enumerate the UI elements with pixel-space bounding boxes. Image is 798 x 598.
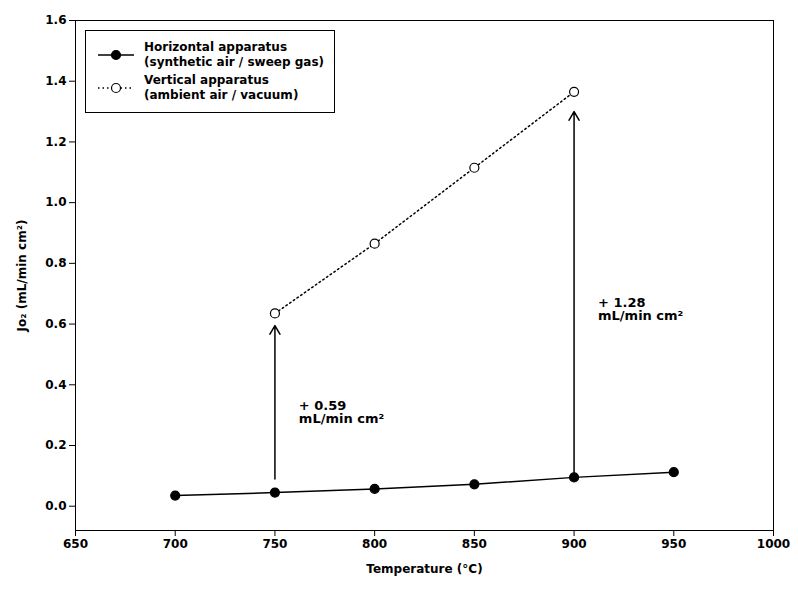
svg-text:+ 0.59mL/min cm²: + 0.59mL/min cm² — [299, 398, 384, 426]
svg-text:1.4: 1.4 — [45, 74, 66, 88]
html-text:Horizontal apparatus (syntheti: Horizontal apparatus (synthetic air / sw… — [144, 40, 324, 69]
svg-text:1.0: 1.0 — [45, 195, 66, 209]
html-text:Vertical apparatus (ambient ai: Vertical apparatus (ambient air / vacuum… — [144, 73, 299, 102]
svg-text:0.8: 0.8 — [45, 256, 66, 270]
svg-text:1.2: 1.2 — [45, 135, 66, 149]
svg-text:650: 650 — [63, 537, 88, 551]
svg-text:750: 750 — [262, 537, 287, 551]
svg-text:850: 850 — [462, 537, 487, 551]
svg-text:Temperature (°C): Temperature (°C) — [366, 562, 482, 576]
svg-text:900: 900 — [562, 537, 587, 551]
svg-text:0.0: 0.0 — [45, 499, 66, 513]
svg-text:950: 950 — [661, 537, 686, 551]
svg-text:0.6: 0.6 — [45, 317, 66, 331]
svg-text:0.4: 0.4 — [45, 378, 66, 392]
svg-text:Jo₂ (mL/min cm²): Jo₂ (mL/min cm²) — [15, 220, 29, 333]
svg-text:800: 800 — [362, 537, 387, 551]
svg-text:+ 1.28mL/min cm²: + 1.28mL/min cm² — [598, 295, 683, 323]
svg-text:700: 700 — [163, 537, 188, 551]
svg-text:1.6: 1.6 — [45, 13, 66, 27]
svg-text:1000: 1000 — [757, 537, 790, 551]
svg-text:0.2: 0.2 — [45, 438, 66, 452]
